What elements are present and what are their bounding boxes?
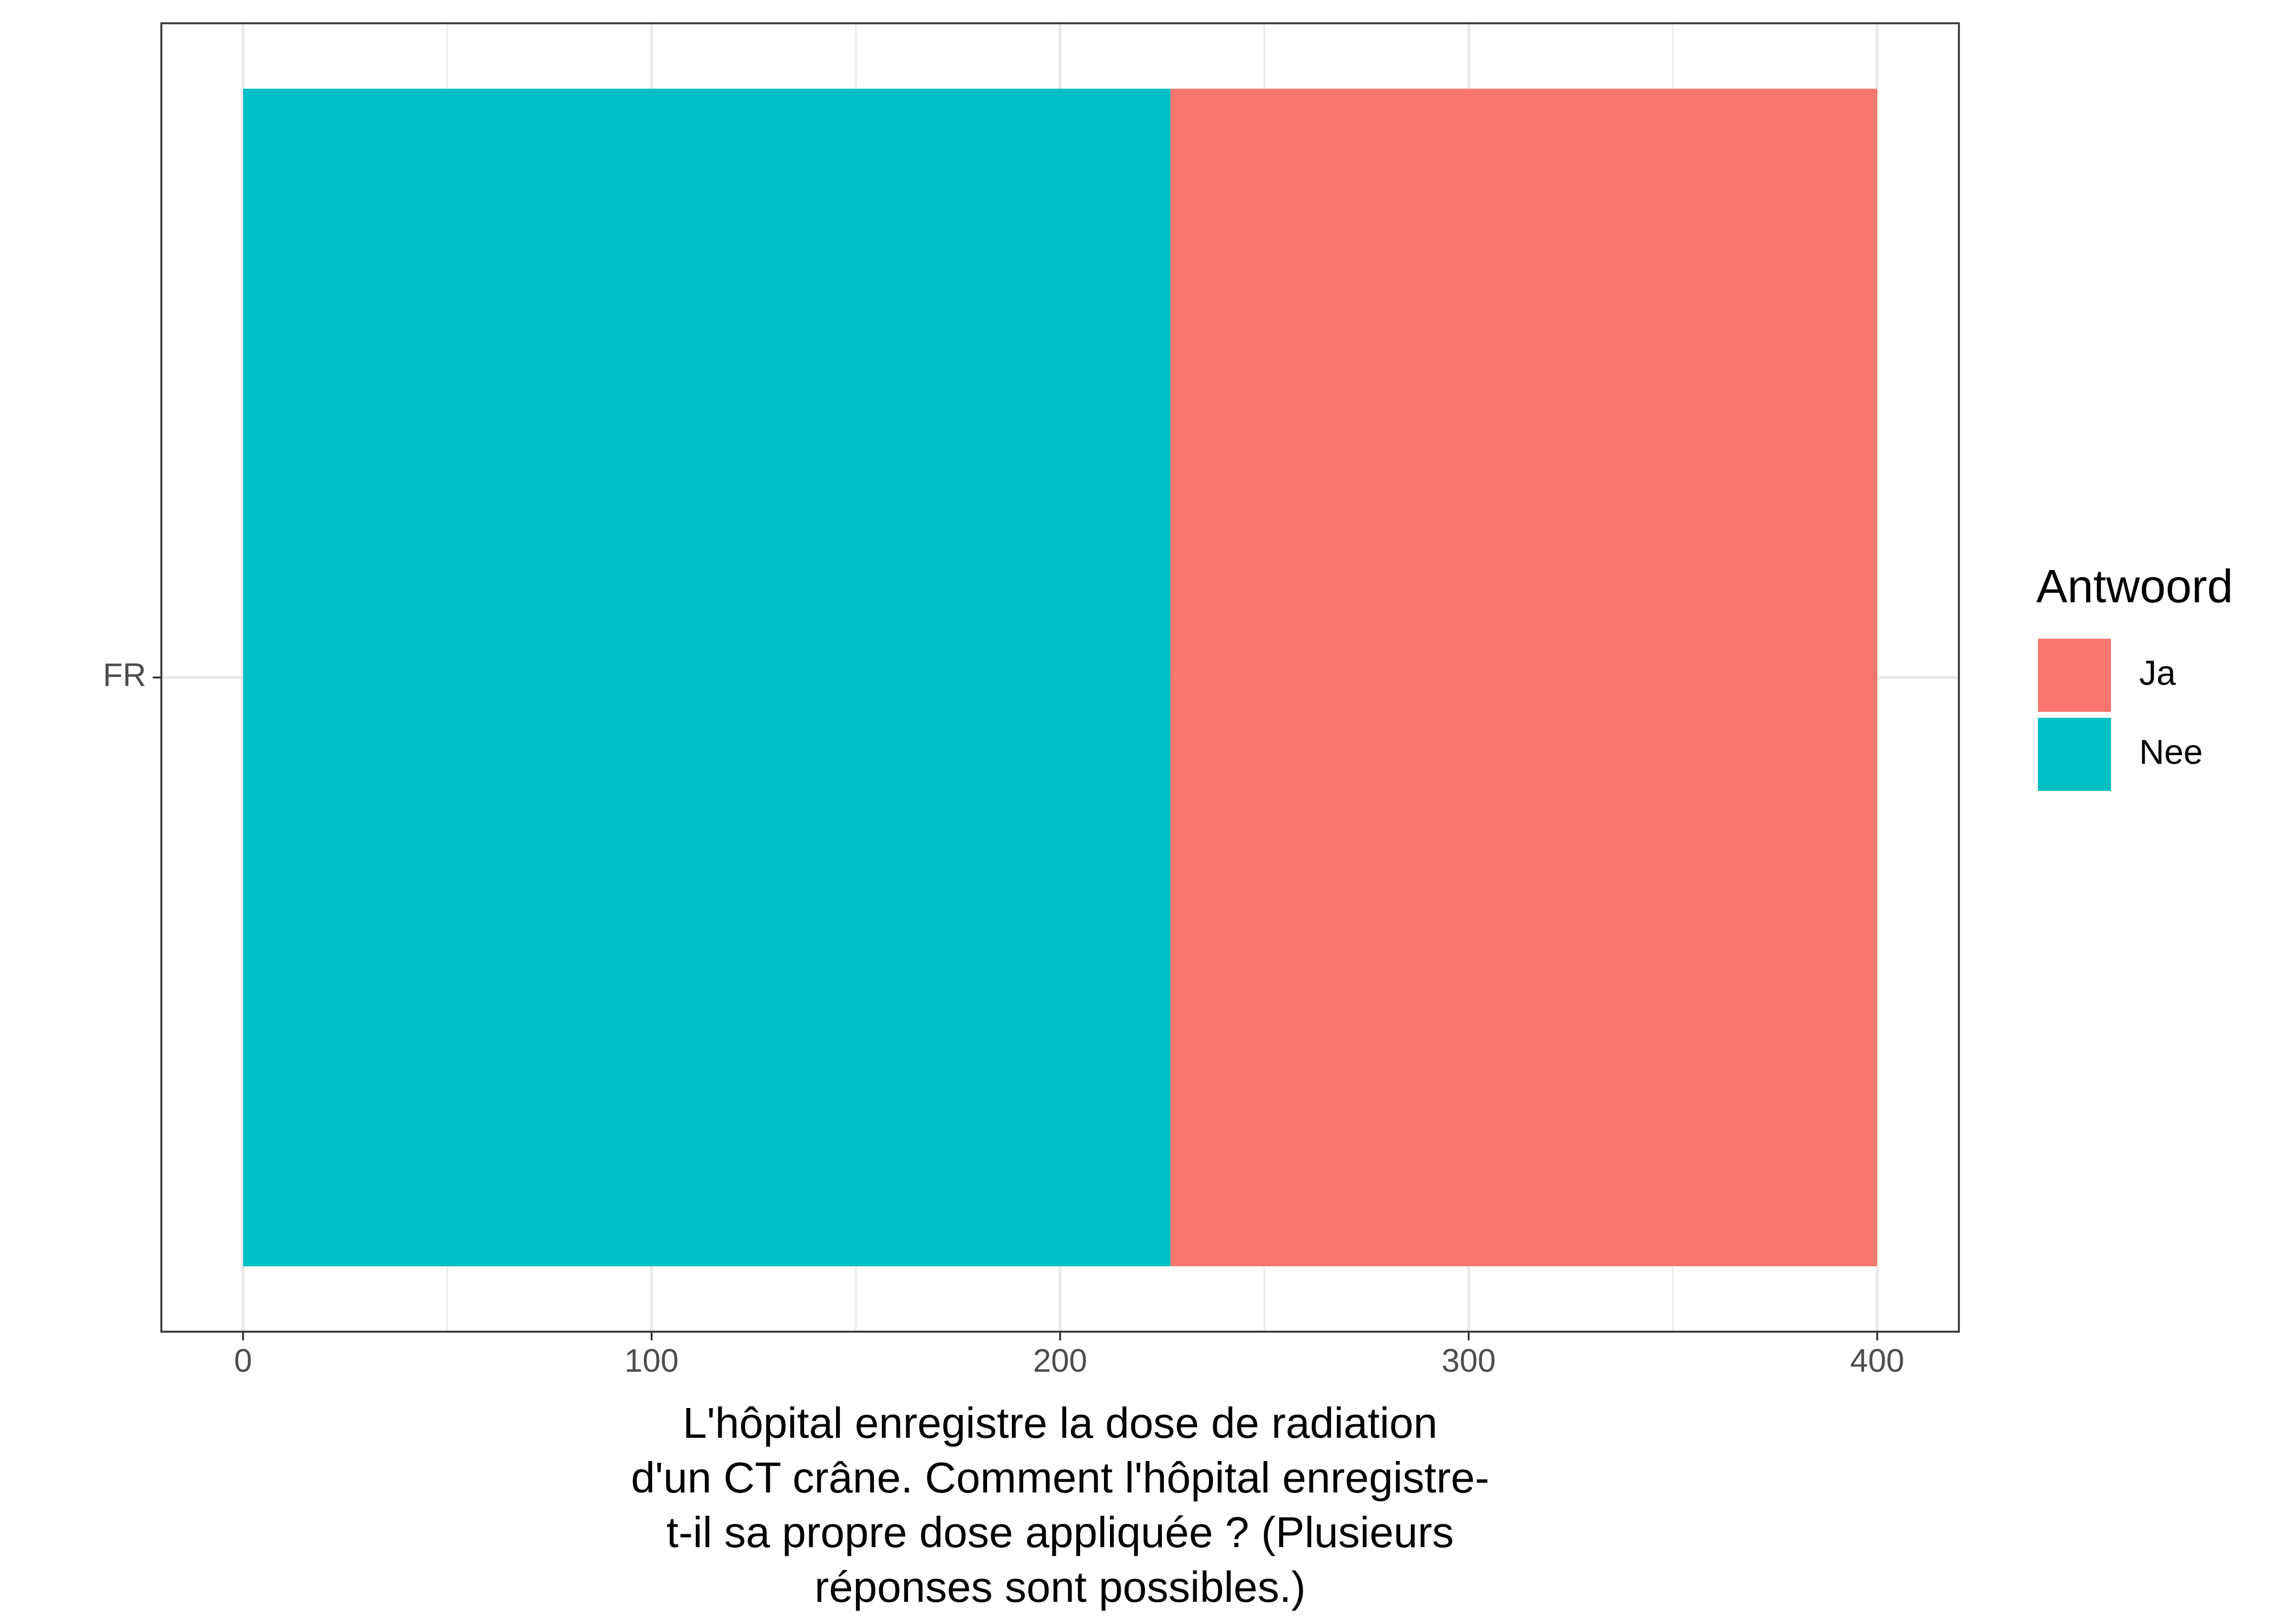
x-axis-label: d'un CT crâne. Comment l'hôpital enregis… xyxy=(631,1453,1489,1502)
legend-key xyxy=(2038,718,2111,791)
y-tick-label: FR xyxy=(103,657,146,693)
legend-label: Ja xyxy=(2139,653,2176,692)
x-tick-label: 300 xyxy=(1441,1343,1495,1379)
legend-label: Nee xyxy=(2139,732,2203,771)
x-axis-label: L'hôpital enregistre la dose de radiatio… xyxy=(683,1399,1437,1447)
x-axis-label: réponses sont possibles.) xyxy=(814,1563,1305,1611)
bar-segment xyxy=(1170,88,1878,1267)
x-tick-label: 400 xyxy=(1850,1343,1904,1379)
bar-segment xyxy=(243,88,1171,1267)
legend-title: Antwoord xyxy=(2036,561,2233,613)
x-tick-label: 0 xyxy=(234,1343,252,1379)
x-axis-label: t-il sa propre dose appliquée ? (Plusieu… xyxy=(666,1508,1454,1556)
x-tick-label: 100 xyxy=(624,1343,678,1379)
legend-key xyxy=(2038,639,2111,712)
x-tick-label: 200 xyxy=(1033,1343,1087,1379)
